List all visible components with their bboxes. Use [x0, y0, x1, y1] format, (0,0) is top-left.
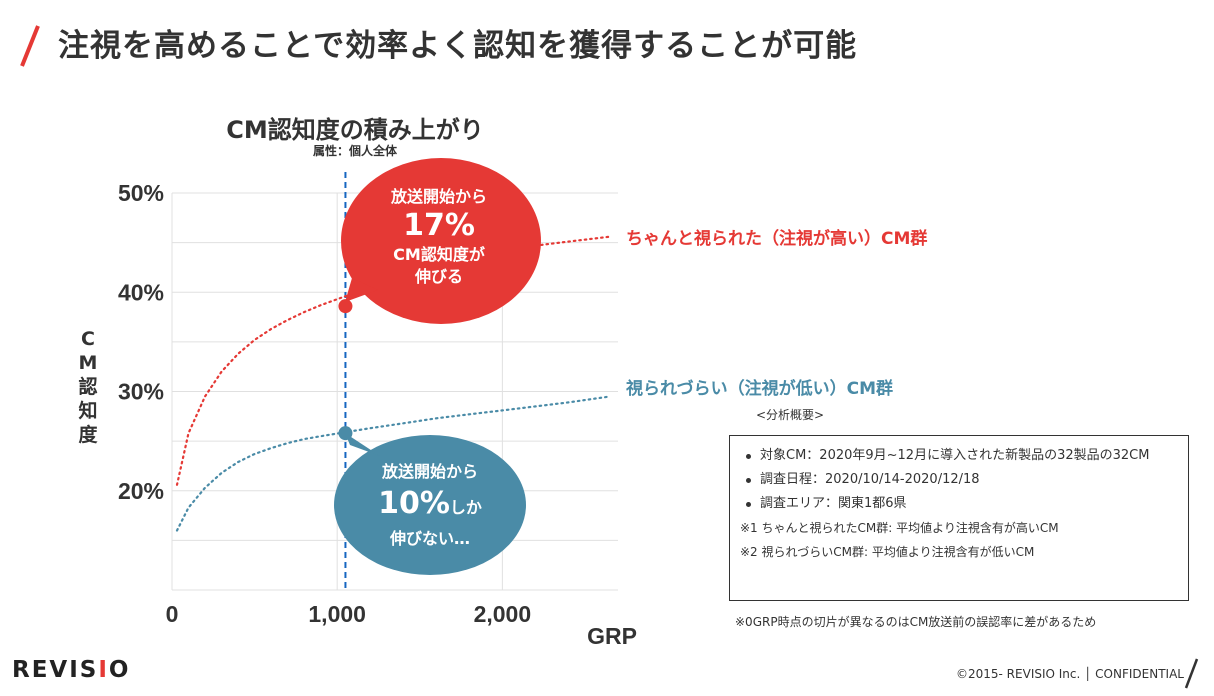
data-point-1	[338, 426, 353, 441]
x-axis-title: GRP	[587, 623, 637, 649]
data-point-0	[338, 299, 353, 314]
y-tick-label: 30%	[118, 379, 164, 405]
callout-high-line3: CM認知度が	[393, 245, 485, 264]
page-title: 注視を高めることで効率よく認知を獲得することが可能	[58, 28, 858, 64]
summary-note: ※2 視られづらいCM群: 平均値より注視含有が低いCM	[740, 545, 1035, 559]
callout-high-big: 17%	[403, 208, 475, 243]
callout-low-line1: 放送開始から	[381, 462, 478, 481]
y-tick-label: 20%	[118, 478, 164, 504]
copyright-text: ©2015- REVISIO Inc. │ CONFIDENTIAL	[956, 667, 1184, 681]
footer-slash-icon	[1184, 658, 1199, 689]
callout-low-big: 10%	[378, 486, 450, 521]
series-line-1	[175, 395, 611, 532]
x-tick-label: 0	[166, 601, 179, 627]
title-slash-icon	[20, 25, 40, 67]
y-tick-label: 50%	[118, 180, 164, 206]
tick-layer: 20% 30% 40% 50% 0 1,000 2,000 GRP	[118, 180, 637, 649]
x-tick-label: 2,000	[474, 601, 532, 627]
summary-item: 調査日程：2020/10/14-2020/12/18	[740, 468, 1178, 492]
chart-subtitle: 属性：個人全体	[312, 144, 397, 158]
callout-high-line4: 伸びる	[414, 267, 463, 286]
y-tick-label: 40%	[118, 279, 164, 305]
callout-high-line1: 放送開始から	[390, 187, 487, 206]
summary-item: 調査エリア：関東1都6県	[740, 492, 1178, 516]
revisio-logo: REVISIO	[12, 657, 131, 683]
x-tick-label: 1,000	[308, 601, 366, 627]
callout-high-text: 放送開始から 17% CM認知度が 伸びる	[364, 186, 514, 288]
summary-caption: <分析概要>	[756, 408, 825, 422]
callout-high-bubble	[341, 158, 541, 324]
callout-low-suffix: しか	[449, 498, 482, 517]
callout-low-bubble	[334, 435, 526, 575]
chart-title: CM認知度の積み上がり	[226, 116, 484, 144]
callout-low-text: 放送開始から 10%しか 伸びない…	[355, 460, 505, 550]
summary-note: ※1 ちゃんと視られたCM群: 平均値より注視含有が高いCM	[740, 521, 1059, 535]
callout-low-line3: 伸びない…	[389, 529, 470, 548]
series-label-low: 視られづらい（注視が低い）CM群	[626, 379, 894, 399]
callout-high-tail	[345, 278, 378, 302]
summary-item: 対象CM：2020年9月~12月に導入された新製品の32製品の32CM	[740, 444, 1178, 468]
bubble-layer	[334, 158, 541, 575]
series-label-high: ちゃんと視られた（注視が高い）CM群	[626, 229, 928, 249]
point-layer	[338, 299, 353, 441]
summary-box: 対象CM：2020年9月~12月に導入された新製品の32製品の32CM 調査日程…	[729, 435, 1189, 601]
callout-low-tail	[345, 433, 380, 456]
footnote: ※0GRP時点の切片が異なるのはCM放送前の誤認率に差があるため	[735, 615, 1097, 629]
